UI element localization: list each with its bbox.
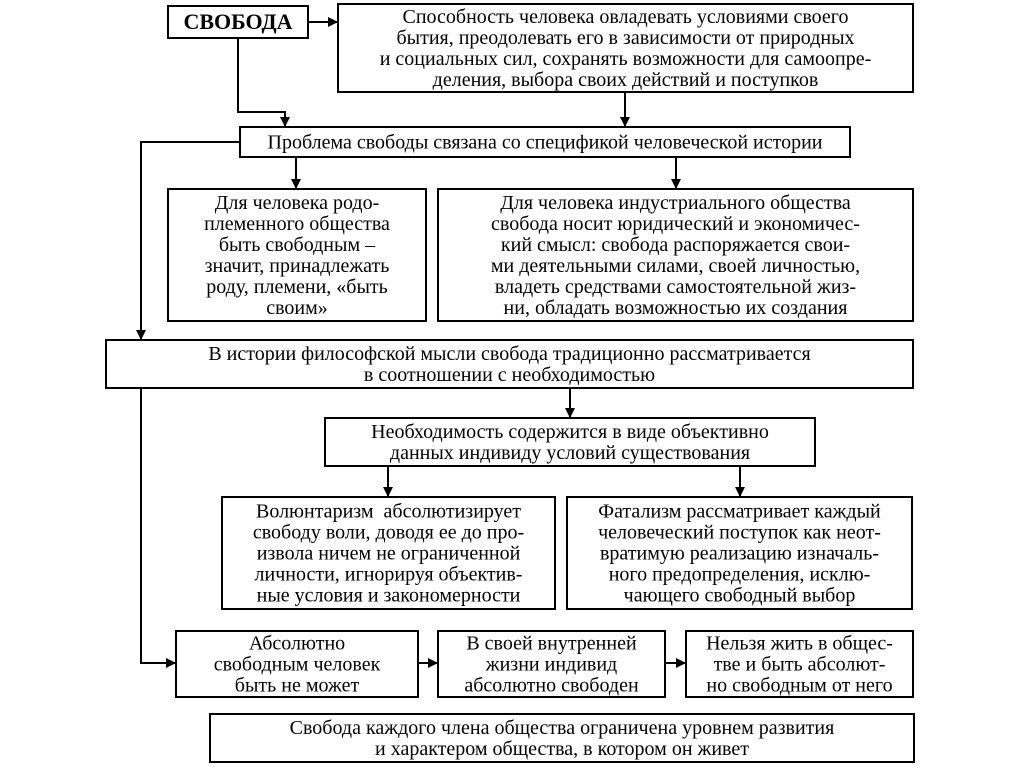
node-limit-line1: и характером общества, в котором он живе… [375,738,749,760]
flowchart-svoboda: СВОБОДА Способность человека овладевать у… [0,0,1024,767]
node-limit: Свобода каждого члена общества ограничен… [210,714,914,762]
node-fatal-line4: чающего свободный выбор [624,585,856,607]
node-fatal-line2: вратимую реализацию изначаль- [600,543,879,565]
node-history-line0: В истории философской мысли свобода трад… [208,343,810,365]
node-tribe-line3: значит, принадлежать [205,255,390,277]
node-abs2: В своей внутреннейжизни индивидабсолютно… [438,631,665,697]
node-abs2-line0: В своей внутренней [466,633,637,655]
node-volun-line1: свободу воли, доводя ее до про- [253,522,524,544]
node-necess: Необходимость содержится в виде объектив… [325,418,815,466]
node-indust-line2: кий смысл: свобода распоряжается свои- [501,234,850,256]
node-history: В истории философской мысли свобода трад… [106,340,913,388]
node-def-line3: деления, выбора своих действий и поступк… [433,69,819,91]
node-volun-line4: ные условия и закономерности [257,585,521,607]
node-indust-line0: Для человека индустриального общества [500,192,851,214]
node-svoboda-line0: СВОБОДА [183,9,292,34]
node-indust-line1: свобода носит юридический и экономичес- [491,213,860,235]
node-svoboda: СВОБОДА [168,6,308,38]
node-problem-line0: Проблема свободы связана со спецификой ч… [268,132,823,154]
node-tribe-line0: Для человека родо- [215,192,380,214]
node-abs1: Абсолютносвободным человекбыть не может [176,631,418,697]
node-volun: Волюнтаризм абсолютизируетсвободу воли, … [222,497,555,609]
node-abs1-line0: Абсолютно [249,633,345,655]
node-indust: Для человека индустриального обществасво… [438,189,913,321]
node-abs1-line2: быть не может [235,675,360,697]
edge-svoboda-problem [238,38,285,127]
node-abs2-line1: жизни индивид [485,654,617,676]
node-tribe-line1: племенного общества [204,213,390,235]
node-fatal-line3: ного предопределения, исклю- [609,564,871,586]
node-problem: Проблема свободы связана со спецификой ч… [240,127,850,157]
node-volun-line2: извола ничем не ограниченной [257,543,521,565]
node-necess-line0: Необходимость содержится в виде объектив… [371,421,769,443]
node-tribe-line4: роду, племени, «быть [206,276,388,298]
node-def-line1: бытия, преодолевать его в зависимости от… [396,27,854,49]
node-abs2-line2: абсолютно свободен [464,675,639,697]
node-volun-line3: личности, игнорируя объектив- [255,564,523,586]
node-tribe: Для человека родо-племенного обществабыт… [168,189,426,321]
node-tribe-line5: своим» [266,297,328,319]
node-abs3-line2: но свободным от него [706,675,892,697]
node-volun-line0: Волюнтаризм абсолютизирует [256,501,521,523]
node-indust-line5: ни, обладать возможностью их создания [504,297,848,319]
node-fatal-line1: человеческий поступок как неот- [598,522,881,544]
node-abs3-line0: Нельзя жить в общес- [706,633,893,655]
node-def: Способность человека овладевать условиям… [338,4,913,92]
node-history-line1: в соотношении с необходимостью [364,364,655,386]
node-def-line0: Способность человека овладевать условиям… [402,6,848,28]
node-indust-line4: владеть средствами самостоятельной жиз- [495,276,856,298]
node-fatal: Фатализм рассматривает каждыйчеловечески… [567,497,912,609]
node-limit-line0: Свобода каждого члена общества ограничен… [290,717,835,739]
node-abs3-line1: тве и быть абсолют- [714,654,886,676]
edge-history-abs1 [141,388,176,663]
node-abs3: Нельзя жить в общес-тве и быть абсолют-н… [686,631,913,697]
node-indust-line3: ми деятельными силами, своей личностью, [491,255,860,277]
node-tribe-line2: быть свободным – [219,234,376,256]
node-abs1-line1: свободным человек [214,654,381,676]
node-def-line2: и социальных сил, сохранять возможности … [380,48,872,70]
node-necess-line1: данных индивиду условий существования [390,442,750,464]
node-fatal-line0: Фатализм рассматривает каждый [598,501,881,523]
